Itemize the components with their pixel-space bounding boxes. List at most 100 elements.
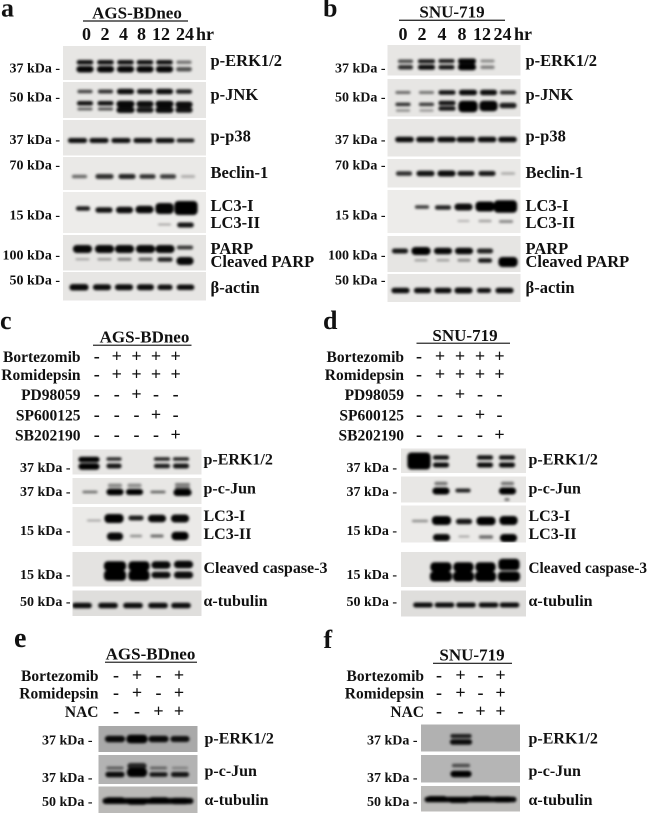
svg-text:+: + xyxy=(170,346,180,366)
svg-text:70 kDa -: 70 kDa - xyxy=(335,159,386,174)
svg-text:Cleaved caspase-3: Cleaved caspase-3 xyxy=(529,560,648,577)
svg-text:AGS-BDneo: AGS-BDneo xyxy=(92,4,182,23)
svg-text:p-p38: p-p38 xyxy=(526,127,566,146)
svg-text:+: + xyxy=(170,364,180,384)
svg-text:Bortezomib: Bortezomib xyxy=(347,668,424,685)
svg-text:-: - xyxy=(497,404,503,424)
svg-text:Cleaved PARP: Cleaved PARP xyxy=(526,252,630,271)
svg-text:+: + xyxy=(112,346,122,366)
svg-text:-: - xyxy=(94,364,100,384)
svg-text:-: - xyxy=(436,665,442,685)
svg-text:24: 24 xyxy=(176,24,194,44)
svg-text:Cleaved caspase-3: Cleaved caspase-3 xyxy=(204,560,328,577)
svg-text:37 kDa -: 37 kDa - xyxy=(367,771,418,786)
svg-text:70 kDa -: 70 kDa - xyxy=(9,159,60,174)
svg-text:-: - xyxy=(173,404,179,424)
svg-text:NAC: NAC xyxy=(65,704,99,721)
svg-text:-: - xyxy=(416,346,422,366)
svg-text:2: 2 xyxy=(418,24,427,44)
svg-text:+: + xyxy=(174,701,184,721)
svg-text:Romidepsin: Romidepsin xyxy=(1,367,81,384)
svg-text:LC3-II: LC3-II xyxy=(211,213,261,232)
svg-text:+: + xyxy=(495,701,505,721)
svg-text:+: + xyxy=(494,424,504,444)
svg-text:c: c xyxy=(0,306,12,335)
svg-text:-: - xyxy=(416,384,422,404)
svg-text:15 kDa -: 15 kDa - xyxy=(335,209,386,224)
svg-text:p-JNK: p-JNK xyxy=(526,85,574,104)
svg-text:-: - xyxy=(437,404,443,424)
svg-text:+: + xyxy=(475,346,485,366)
svg-text:+: + xyxy=(112,364,122,384)
svg-text:-: - xyxy=(134,701,140,721)
svg-text:-: - xyxy=(113,683,119,703)
svg-text:α-tubulin: α-tubulin xyxy=(529,792,593,809)
svg-text:-: - xyxy=(156,665,162,685)
svg-text:+: + xyxy=(153,701,163,721)
svg-text:AGS-BDneo: AGS-BDneo xyxy=(106,645,196,664)
svg-text:SNU-719: SNU-719 xyxy=(439,646,504,665)
svg-text:Bortezomib: Bortezomib xyxy=(3,349,80,366)
svg-text:50 kDa -: 50 kDa - xyxy=(367,795,418,810)
svg-text:37 kDa -: 37 kDa - xyxy=(9,62,60,77)
svg-text:β-actin: β-actin xyxy=(211,278,260,297)
svg-text:-: - xyxy=(156,683,162,703)
svg-text:24: 24 xyxy=(494,24,512,44)
svg-text:4: 4 xyxy=(119,24,128,44)
svg-text:a: a xyxy=(1,0,14,23)
svg-text:+: + xyxy=(475,364,485,384)
svg-text:p-ERK1/2: p-ERK1/2 xyxy=(529,731,598,748)
svg-text:-: - xyxy=(436,683,442,703)
svg-text:β-actin: β-actin xyxy=(526,278,575,297)
svg-text:-: - xyxy=(477,424,483,444)
svg-text:12: 12 xyxy=(473,24,491,44)
svg-text:Romidepsin: Romidepsin xyxy=(325,367,405,384)
svg-text:LC3-I: LC3-I xyxy=(526,196,569,215)
svg-text:37 kDa -: 37 kDa - xyxy=(20,461,71,476)
svg-text:-: - xyxy=(94,384,100,404)
svg-text:p-ERK1/2: p-ERK1/2 xyxy=(526,51,598,70)
svg-text:-: - xyxy=(416,364,422,384)
svg-text:-: - xyxy=(457,424,463,444)
svg-text:+: + xyxy=(455,364,465,384)
svg-text:Romidepsin: Romidepsin xyxy=(19,686,99,703)
svg-text:p-ERK1/2: p-ERK1/2 xyxy=(204,452,273,469)
svg-text:PARP: PARP xyxy=(526,239,569,258)
svg-text:+: + xyxy=(131,346,141,366)
svg-text:0: 0 xyxy=(399,24,408,44)
svg-text:+: + xyxy=(151,364,161,384)
svg-text:-: - xyxy=(458,701,464,721)
svg-text:p-c-Jun: p-c-Jun xyxy=(204,481,257,498)
svg-text:37 kDa -: 37 kDa - xyxy=(9,133,60,148)
svg-text:hr: hr xyxy=(514,24,532,44)
svg-text:+: + xyxy=(131,364,141,384)
svg-text:Bortezomib: Bortezomib xyxy=(327,349,404,366)
svg-text:-: - xyxy=(457,404,463,424)
svg-text:50 kDa -: 50 kDa - xyxy=(9,274,60,289)
svg-text:-: - xyxy=(94,424,100,444)
svg-text:α-tubulin: α-tubulin xyxy=(204,593,268,610)
svg-text:AGS-BDneo: AGS-BDneo xyxy=(100,328,190,347)
svg-text:+: + xyxy=(174,665,184,685)
svg-text:LC3-II: LC3-II xyxy=(204,526,252,543)
svg-text:SP600125: SP600125 xyxy=(16,407,81,424)
svg-text:-: - xyxy=(153,384,159,404)
svg-text:37 kDa -: 37 kDa - xyxy=(42,771,93,786)
svg-text:+: + xyxy=(455,683,465,703)
svg-text:-: - xyxy=(94,404,100,424)
svg-text:-: - xyxy=(114,404,120,424)
svg-text:SNU-719: SNU-719 xyxy=(432,326,497,345)
svg-text:0: 0 xyxy=(82,24,91,44)
svg-text:+: + xyxy=(455,346,465,366)
svg-text:PARP: PARP xyxy=(211,239,254,258)
svg-text:50 kDa -: 50 kDa - xyxy=(20,595,71,610)
svg-text:-: - xyxy=(114,424,120,444)
svg-text:37 kDa -: 37 kDa - xyxy=(346,461,397,476)
svg-text:LC3-I: LC3-I xyxy=(529,508,571,525)
svg-text:α-tubulin: α-tubulin xyxy=(205,792,269,809)
svg-text:p-ERK1/2: p-ERK1/2 xyxy=(211,51,283,70)
svg-text:-: - xyxy=(94,346,100,366)
svg-text:+: + xyxy=(132,683,142,703)
svg-text:-: - xyxy=(478,665,484,685)
svg-text:-: - xyxy=(437,384,443,404)
